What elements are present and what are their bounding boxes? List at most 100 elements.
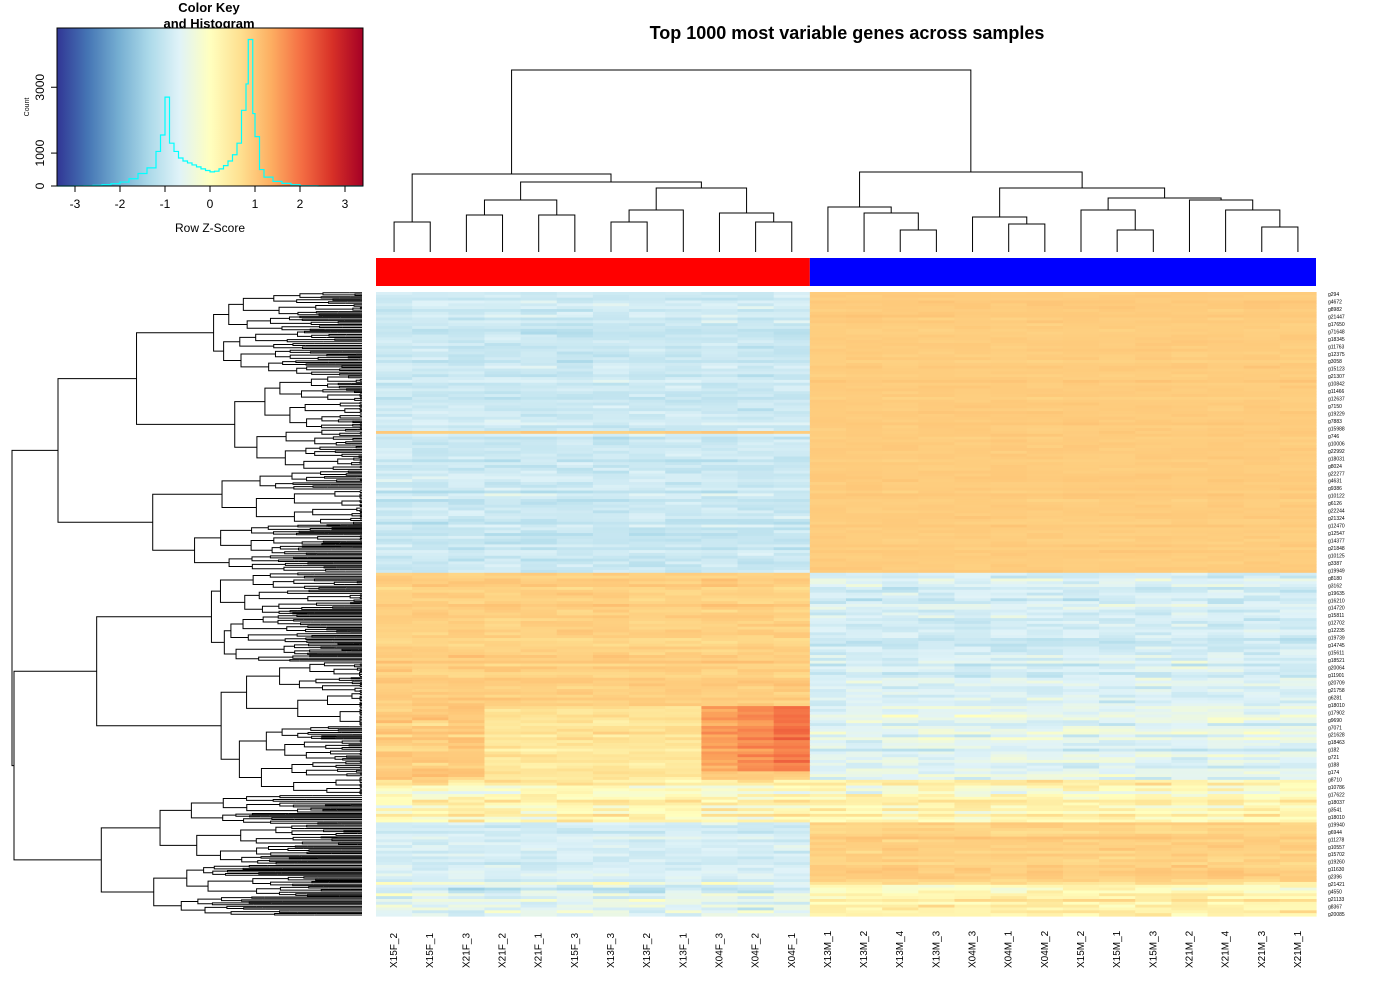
heatmap-cell [520, 589, 558, 594]
heatmap-cell [701, 442, 739, 446]
heatmap-cell [1099, 558, 1136, 563]
row-dendrogram-branch [296, 633, 312, 637]
heatmap-cell [954, 323, 992, 327]
heatmap-cell [556, 572, 594, 577]
row-dendrogram-branch [153, 877, 187, 907]
heatmap-cell [809, 362, 847, 367]
heatmap-cell [556, 649, 594, 653]
heatmap-cell [954, 643, 992, 648]
heatmap-cell [990, 317, 1028, 321]
row-dendrogram-branch [332, 298, 360, 301]
heatmap-cell [1243, 326, 1281, 330]
heatmap-cell [701, 725, 739, 730]
heatmap-cell [376, 720, 413, 724]
heatmap-cell [809, 320, 847, 324]
heatmap-cell [556, 646, 594, 650]
heatmap-cell [1026, 575, 1064, 580]
heatmap-cell [376, 340, 413, 344]
heatmap-cell [1243, 669, 1281, 673]
heatmap-cell [918, 725, 956, 730]
heatmap-cell [1099, 638, 1136, 642]
heatmap-cell [1026, 521, 1064, 526]
heatmap-cell [665, 405, 702, 409]
heatmap-cell [990, 294, 1028, 299]
heatmap-cell [1026, 328, 1064, 333]
heatmap-cell [701, 680, 739, 685]
row-dendrogram-branch [353, 664, 360, 668]
heatmap-cell [412, 669, 449, 673]
heatmap-cell [809, 643, 847, 648]
heatmap-cell [520, 615, 558, 619]
heatmap-cell [737, 507, 775, 511]
heatmap-cell [882, 700, 919, 704]
heatmap-cell [556, 496, 594, 500]
heatmap-cell [376, 601, 413, 605]
heatmap-cell [773, 394, 811, 398]
heatmap-cell [520, 660, 558, 665]
heatmap-cell [412, 413, 449, 418]
heatmap-cell [484, 518, 522, 523]
heatmap-cell [1171, 368, 1209, 373]
heatmap-cell [1099, 623, 1136, 628]
heatmap-cell [448, 547, 486, 551]
heatmap-cell [882, 569, 919, 574]
heatmap-cell [954, 340, 992, 344]
heatmap-cell [954, 640, 992, 645]
row-dendrogram-branch [334, 491, 360, 497]
heatmap-cell [1026, 672, 1064, 676]
row-dendrogram-branch [314, 451, 343, 456]
heatmap-cell [520, 303, 558, 307]
heatmap-cell [1062, 725, 1100, 730]
heatmap-cell [1243, 649, 1281, 653]
heatmap-cell [1279, 711, 1317, 716]
heatmap-cell [701, 513, 739, 517]
heatmap-cell [809, 379, 847, 384]
heatmap-cell [882, 345, 919, 350]
row-dendrogram [11, 292, 362, 916]
heatmap-cell [1026, 507, 1064, 511]
heatmap-cell [1243, 572, 1281, 577]
heatmap-cell [701, 354, 739, 358]
heatmap-cell [1171, 374, 1209, 378]
heatmap-cell [846, 408, 883, 412]
heatmap-cell [556, 595, 594, 599]
heatmap-cell [809, 589, 847, 594]
heatmap-cell [448, 433, 486, 438]
heatmap-cell [448, 484, 486, 489]
row-dendrogram-branch [295, 893, 308, 896]
row-dendrogram-branch [346, 773, 360, 777]
heatmap-cell [1062, 476, 1100, 480]
heatmap-cell [1099, 521, 1136, 526]
heatmap-cell [990, 442, 1028, 446]
heatmap-cell [918, 379, 956, 384]
heatmap-cell [1207, 694, 1245, 699]
dendrogram-branch [511, 69, 972, 174]
heatmap-cell [990, 326, 1028, 330]
heatmap-cell [1026, 527, 1064, 531]
heatmap-cell [1243, 533, 1281, 537]
heatmap-cell [1099, 669, 1136, 673]
heatmap-cell [592, 490, 630, 494]
heatmap-cell [592, 297, 630, 302]
heatmap-cell [846, 368, 883, 373]
heatmap-cell [846, 575, 883, 580]
heatmap-cell [484, 649, 522, 653]
heatmap-cell [665, 674, 702, 679]
heatmap-cell [448, 623, 486, 628]
heatmap-cell [882, 396, 919, 401]
heatmap-cell [592, 589, 630, 594]
heatmap-cell [1135, 535, 1172, 540]
heatmap-cell [1026, 484, 1064, 489]
heatmap-cell [376, 465, 413, 469]
heatmap-cell [556, 306, 594, 310]
heatmap-cell [412, 621, 449, 625]
heatmap-cell [1062, 507, 1100, 511]
heatmap-cell [376, 538, 413, 543]
heatmap-cell [412, 609, 449, 614]
heatmap-cell [1279, 706, 1317, 710]
heatmap-cell [592, 311, 630, 316]
heatmap-cell [448, 646, 486, 650]
row-dendrogram-branch [308, 886, 329, 889]
row-dendrogram-branch [320, 471, 349, 475]
heatmap-cell [592, 379, 630, 384]
